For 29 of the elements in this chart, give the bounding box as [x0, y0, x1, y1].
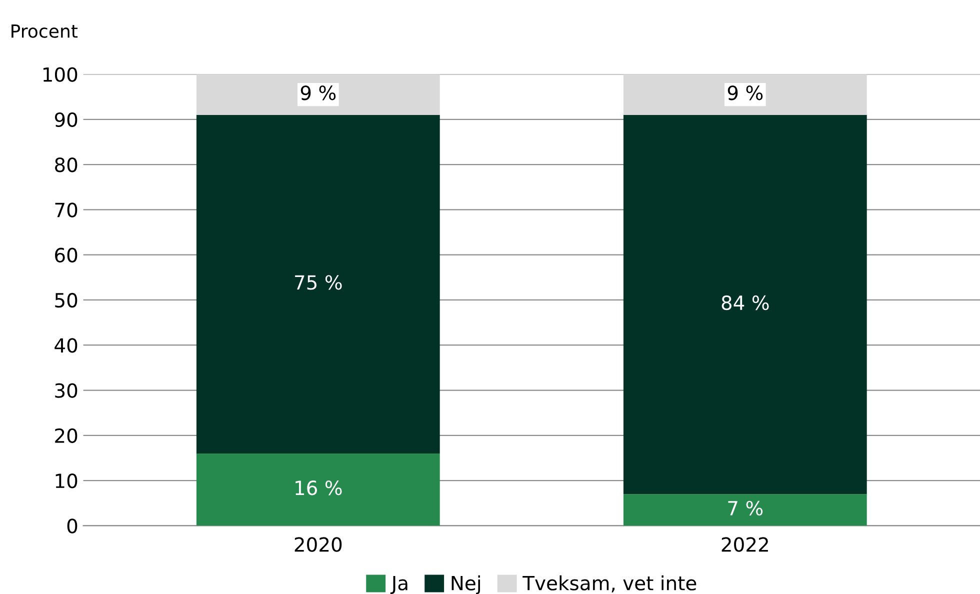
data-label: 7 %: [728, 500, 763, 516]
y-tick-label: 10: [56, 474, 78, 488]
data-label: 84 %: [722, 295, 769, 310]
y-tick-label: 60: [55, 248, 78, 262]
data-label: 75 %: [295, 275, 342, 290]
y-axis-title: Procent: [12, 24, 78, 38]
bar: [623, 494, 867, 526]
y-tick-label: 20: [55, 428, 78, 444]
legend-label: Ja: [390, 576, 408, 594]
y-tick-label: 100: [43, 67, 78, 82]
x-tick-label: 2022: [722, 537, 768, 552]
bar: [623, 114, 867, 494]
legend-label: Nej: [452, 575, 480, 594]
bar: [623, 74, 867, 115]
legend-label: Tveksam, vet inte: [522, 575, 696, 592]
data-label: 9 %: [300, 86, 336, 100]
data-label: 16 %: [296, 480, 342, 496]
y-tick-label: 70: [55, 202, 78, 218]
y-tick-label: 0: [67, 518, 78, 534]
x-tick-label: 2020: [294, 537, 342, 552]
y-tick-label: 30: [55, 383, 78, 398]
y-tick-label: 80: [55, 157, 78, 172]
data-label: 9 %: [728, 86, 763, 100]
y-tick-label: 50: [55, 292, 78, 308]
bar: [196, 74, 440, 115]
bar: [196, 453, 440, 526]
y-tick-label: 90: [54, 112, 78, 128]
bar: [196, 114, 440, 454]
y-tick-label: 40: [54, 338, 78, 353]
